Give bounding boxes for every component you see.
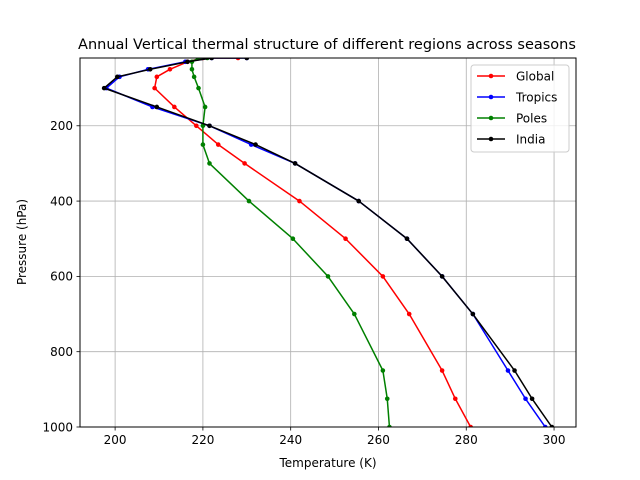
y-tick-label: 600 [50,270,73,284]
legend-swatch-marker [488,73,494,79]
legend-label: India [516,132,545,146]
data-point-global [152,85,157,91]
data-point-global [468,424,473,427]
legend: Global Tropics Poles India [470,64,570,153]
chart-title: Annual Vertical thermal structure of dif… [78,37,576,53]
plot-frame [79,57,577,428]
y-tick-label: 200 [50,119,73,133]
data-point-global [242,161,247,166]
data-point-india [253,142,258,147]
data-point-global [439,368,445,373]
data-point-india [207,123,212,129]
series-india [101,58,555,427]
x-tick-label: 200 [104,433,127,447]
data-point-india [101,85,107,91]
data-point-tropics [542,424,548,427]
data-point-poles [200,142,206,147]
data-point-poles [202,104,208,110]
data-point-poles [387,424,392,427]
data-point-poles [196,85,201,91]
data-point-india [512,368,517,373]
data-point-india [404,236,410,242]
data-point-poles [325,274,331,279]
data-point-tropics [523,396,528,402]
data-point-poles [191,74,197,80]
legend-item-india: India [477,132,545,146]
x-tick-label: 220 [191,433,214,447]
data-point-india [154,104,160,110]
data-point-india [292,161,298,166]
legend-box [470,64,570,153]
data-point-india [549,424,555,427]
data-point-poles [246,198,252,204]
data-point-poles [380,368,386,373]
y-axis-title: Pressure (hPa) [15,199,29,285]
data-point-poles [290,236,296,242]
data-point-india [356,198,362,204]
legend-label: Tropics [515,90,557,104]
data-point-global [172,104,177,110]
data-point-tropics [505,368,511,373]
data-point-india [209,58,214,61]
legend-swatch-marker [488,94,494,100]
legend-item-tropics: Tropics [477,90,557,104]
data-point-global [215,142,221,147]
x-tick-label: 260 [367,433,390,447]
legend-swatch-marker [488,115,494,121]
series-poles [189,58,392,427]
data-point-poles [207,161,212,166]
legend-swatch-marker [488,136,494,142]
x-tick-label: 300 [543,433,566,447]
x-tick-label: 240 [279,433,302,447]
data-point-global [167,66,173,72]
data-point-global [452,396,458,402]
data-point-india [529,396,535,402]
data-point-poles [384,396,390,402]
x-axis-title: Temperature (K) [278,456,376,470]
y-tick-label: 800 [50,345,73,359]
data-point-global [154,74,160,80]
data-point-india [470,311,476,317]
data-point-global [194,123,199,129]
legend-item-poles: Poles [477,111,547,125]
data-point-global [380,274,386,279]
data-point-india [147,66,153,72]
data-point-poles [352,311,357,317]
data-point-india [185,59,190,65]
data-point-india [439,274,445,279]
data-point-global [297,198,302,204]
data-point-india [115,74,120,80]
legend-item-global: Global [477,69,554,83]
y-tick-label: 400 [50,194,73,208]
data-point-global [406,311,412,317]
data-point-india [244,58,250,61]
legend-label: Global [516,69,554,83]
y-tick-label: 1000 [42,420,73,434]
plot-series [101,58,555,427]
axis-ticks: 200 220 240 260 280 300 200 400 600 800 1000 [42,119,565,447]
x-tick-label: 280 [455,433,478,447]
legend-label: Poles [516,111,547,125]
data-point-poles [189,66,195,72]
data-point-global [343,236,348,242]
